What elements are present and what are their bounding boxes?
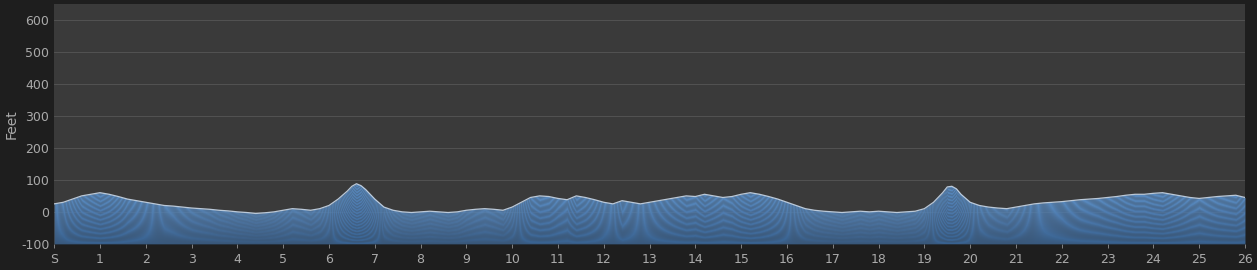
Y-axis label: Feet: Feet: [4, 109, 18, 139]
